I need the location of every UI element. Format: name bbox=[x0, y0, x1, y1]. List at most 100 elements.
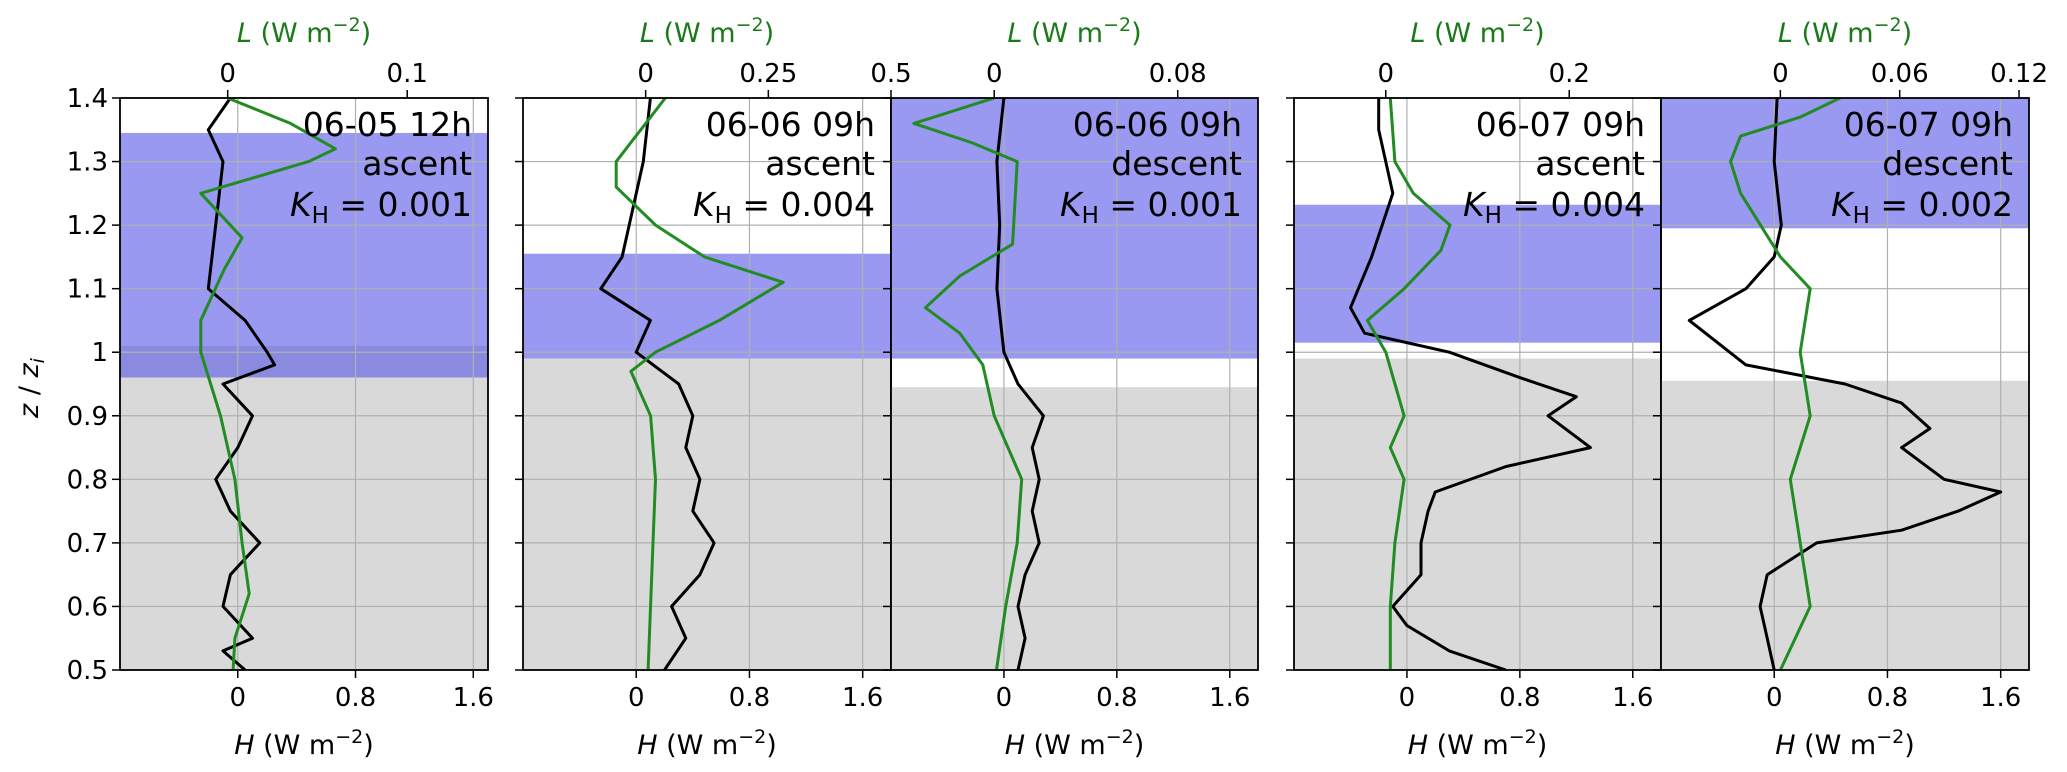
annotation-kh: KH = 0.001 bbox=[1060, 185, 1242, 229]
series bbox=[599, 98, 785, 670]
latent-heat-flux-line bbox=[1729, 98, 1841, 670]
panel-2: 0 0.8 1.6 H (W m−2) 0 0.25 0.5 L (W m−2) 06-06 0… bbox=[515, 14, 912, 761]
latent-heat-flux-line bbox=[912, 98, 1024, 670]
axis-title: H (W m−2) bbox=[234, 726, 374, 761]
y-tick-label: 0.5 bbox=[67, 656, 108, 686]
annotation-kh: KH = 0.004 bbox=[1463, 185, 1645, 229]
top-tick-label: 0.1 bbox=[387, 59, 428, 89]
shaded-band bbox=[1661, 98, 2029, 229]
y-tick-label: 1.1 bbox=[67, 275, 108, 305]
x-tick-label: 1.6 bbox=[1209, 683, 1250, 713]
series bbox=[912, 98, 1045, 670]
panels: 0 0.8 1.6H (W m−2)0 0.1L (W m−2)06-05 12has… bbox=[112, 14, 2048, 761]
shaded-band bbox=[891, 387, 1258, 670]
top-tick-label: 0 bbox=[986, 59, 1003, 89]
top-tick-label: 0 bbox=[637, 59, 654, 89]
axis-title: L (W m−2) bbox=[1410, 14, 1544, 49]
series bbox=[1349, 98, 1592, 670]
shaded-band bbox=[523, 358, 891, 670]
axis-title: L (W m−2) bbox=[1778, 14, 1912, 49]
y-tick-label: 0.9 bbox=[67, 402, 108, 432]
bands bbox=[120, 132, 488, 670]
annotation-date: 06-05 12h bbox=[303, 105, 472, 144]
series bbox=[199, 98, 337, 670]
x-tick-label: 0 bbox=[1399, 683, 1416, 713]
bands bbox=[891, 98, 1258, 670]
shaded-band bbox=[891, 98, 1258, 359]
sensible-heat-flux-line bbox=[995, 98, 1045, 670]
shaded-band bbox=[120, 132, 488, 353]
axis-title: L (W m−2) bbox=[237, 14, 371, 49]
annotation-date: 06-06 09h bbox=[706, 105, 875, 144]
shaded-band bbox=[523, 253, 891, 359]
x-tick-label: 0.8 bbox=[1867, 683, 1908, 713]
x-tick-label: 0.8 bbox=[1499, 683, 1540, 713]
latent-heat-flux-line bbox=[199, 98, 337, 670]
axis-title: L (W m−2) bbox=[1007, 14, 1141, 49]
top-tick-label: 0.12 bbox=[1990, 59, 2048, 89]
annotation-kh: KH = 0.001 bbox=[290, 185, 472, 229]
annotation-date: 06-07 09h bbox=[1476, 105, 1645, 144]
x-tick-label: 0.8 bbox=[335, 683, 376, 713]
annotation-date: 06-06 09h bbox=[1073, 105, 1242, 144]
x-tick-label: 1.6 bbox=[1612, 683, 1653, 713]
top-tick-label: 0.08 bbox=[1149, 59, 1207, 89]
shaded-band bbox=[1294, 358, 1661, 670]
axes-frame bbox=[1660, 97, 2030, 671]
annotation-kh: KH = 0.004 bbox=[693, 185, 875, 229]
x-tick-label: 1.6 bbox=[453, 683, 494, 713]
y-tick-label: 0.7 bbox=[67, 529, 108, 559]
x-tick-label: 1.6 bbox=[1980, 683, 2021, 713]
top-tick-label: 0.25 bbox=[739, 59, 797, 89]
x-tick-label: 0 bbox=[229, 683, 246, 713]
axis-title: H (W m−2) bbox=[1005, 726, 1145, 761]
x-tick-label: 0 bbox=[996, 683, 1013, 713]
axis-title: H (W m−2) bbox=[1408, 726, 1548, 761]
panel-5: 0 0.8 1.6 H (W m−2) 0 0.06 0.12 L (W m−2) 06-07 … bbox=[1653, 14, 2048, 761]
panel-1: 0 0.8 1.6 H (W m−2) 0 0.1 L (W m−2) 06-05 12has… bbox=[112, 14, 494, 761]
axis-title: H (W m−2) bbox=[637, 726, 777, 761]
top-tick-label: 0 bbox=[1772, 59, 1789, 89]
axis-title: L (W m−2) bbox=[640, 14, 774, 49]
axes-frame bbox=[119, 97, 489, 671]
y-tick-label: 1.3 bbox=[67, 148, 108, 178]
sensible-heat-flux-line bbox=[599, 98, 716, 670]
latent-heat-flux-line bbox=[614, 98, 785, 670]
x-tick-label: 0.8 bbox=[729, 683, 770, 713]
annotation-date: 06-07 09h bbox=[1844, 105, 2013, 144]
annotation-profile: descent bbox=[1882, 144, 2013, 183]
y-tick-label: 0.8 bbox=[67, 465, 108, 495]
top-tick-label: 0.06 bbox=[1871, 59, 1929, 89]
x-tick-label: 0 bbox=[1766, 683, 1783, 713]
top-tick-label: 0.5 bbox=[870, 59, 911, 89]
annotation-profile: ascent bbox=[1535, 144, 1645, 183]
sensible-heat-flux-line bbox=[206, 98, 277, 670]
annotation-profile: descent bbox=[1111, 144, 1242, 183]
top-tick-label: 0.2 bbox=[1549, 59, 1590, 89]
shaded-band bbox=[1661, 380, 2029, 670]
y-tick-label: 1.2 bbox=[67, 211, 108, 241]
grid bbox=[112, 97, 488, 671]
annotation-profile: ascent bbox=[765, 144, 875, 183]
top-tick-label: 0 bbox=[219, 59, 236, 89]
y-axis-ticks: 0.5 0.6 0.7 0.8 0.9 1 1.1 1.2 1.3 1.4 bbox=[67, 84, 108, 686]
series bbox=[1687, 98, 2003, 670]
axes-frame bbox=[890, 97, 1259, 671]
sensible-heat-flux-line bbox=[1349, 98, 1592, 670]
y-axis-title: z / zi bbox=[14, 357, 49, 419]
bands bbox=[1294, 204, 1661, 670]
shaded-band bbox=[120, 345, 488, 378]
latent-heat-flux-line bbox=[1365, 98, 1452, 670]
shaded-band bbox=[120, 377, 488, 670]
shaded-band bbox=[1294, 204, 1661, 343]
y-tick-label: 1.4 bbox=[67, 84, 108, 114]
bands bbox=[523, 253, 891, 670]
y-tick-label: 0.6 bbox=[67, 592, 108, 622]
axis-title: H (W m−2) bbox=[1775, 726, 1915, 761]
annotation-profile: ascent bbox=[362, 144, 472, 183]
x-tick-label: 0.8 bbox=[1096, 683, 1137, 713]
bands bbox=[1661, 98, 2029, 670]
x-tick-label: 0 bbox=[628, 683, 645, 713]
y-tick-label: 1 bbox=[91, 338, 108, 368]
